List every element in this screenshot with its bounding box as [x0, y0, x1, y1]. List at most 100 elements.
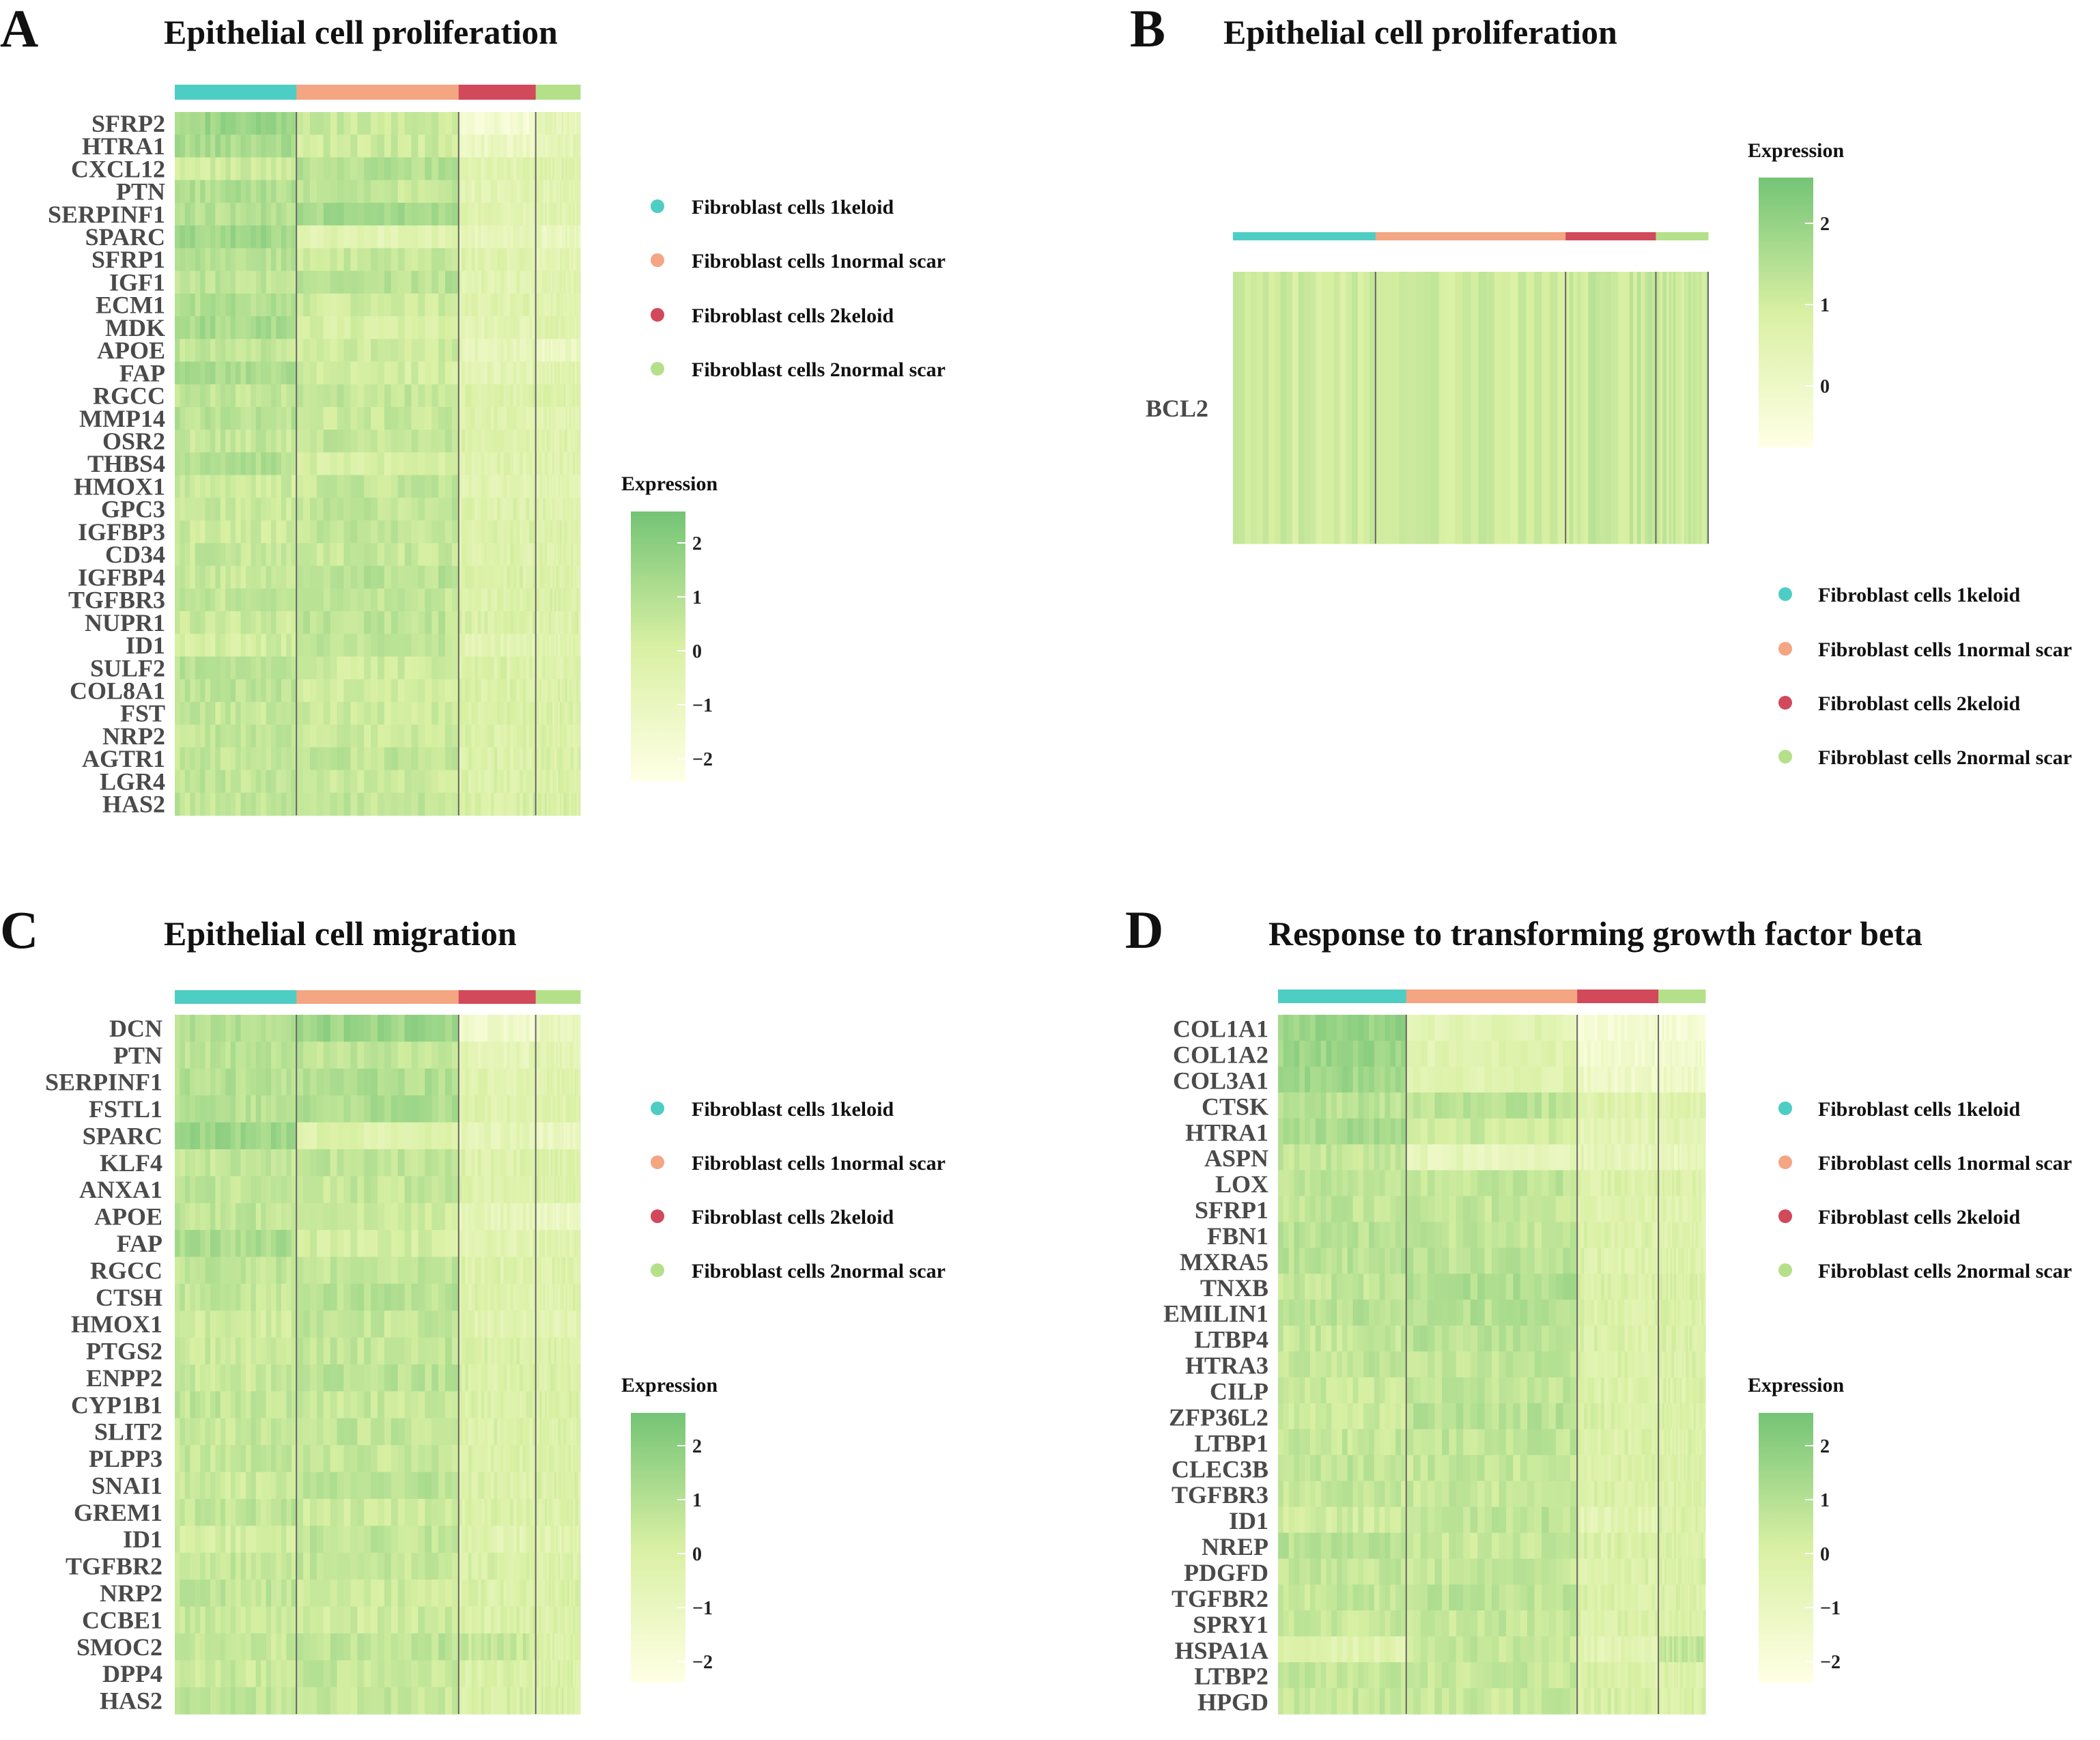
- heatmap-cell: [190, 1095, 196, 1123]
- heatmap-cell: [548, 1391, 552, 1419]
- heatmap-cell: [195, 1122, 201, 1150]
- heatmap-cell: [548, 588, 552, 612]
- heatmap-cell: [526, 1310, 530, 1338]
- heatmap-cell: [554, 1498, 557, 1526]
- heatmap-cell: [180, 1418, 186, 1446]
- heatmap-cell: [225, 202, 231, 226]
- heatmap-cell: [539, 157, 542, 181]
- heatmap-cell: [1688, 272, 1692, 544]
- heatmap-cell: [458, 1041, 463, 1069]
- heatmap-cell: [554, 701, 557, 725]
- heatmap-cell: [563, 588, 566, 612]
- heatmap-cell: [303, 1041, 311, 1069]
- heatmap-cell: [291, 701, 297, 725]
- heatmap-cell: [220, 1337, 226, 1365]
- heatmap-cell: [411, 543, 418, 567]
- heatmap-cell: [303, 180, 311, 204]
- heatmap-cell: [310, 656, 317, 680]
- heatmap-cell: [220, 792, 226, 816]
- heatmap-cell: [526, 497, 530, 521]
- heatmap-cell: [513, 1310, 517, 1338]
- heatmap-cell: [350, 135, 358, 158]
- colorbar-tick-label: 0: [1820, 376, 1830, 397]
- heatmap-cell: [184, 701, 190, 725]
- heatmap-cell: [547, 1364, 550, 1392]
- heatmap-cell: [558, 202, 561, 226]
- heatmap-cell: [220, 1257, 226, 1285]
- heatmap-cell: [180, 634, 186, 658]
- heatmap-cell: [357, 361, 365, 385]
- heatmap-cell: [445, 679, 453, 703]
- heatmap-cell: [556, 270, 558, 294]
- panel-title: Epithelial cell proliferation: [1223, 13, 1617, 51]
- heatmap-cell: [175, 656, 181, 680]
- heatmap-cell: [494, 679, 498, 703]
- heatmap-cell: [1322, 272, 1329, 544]
- heatmap-cell: [573, 543, 576, 567]
- heatmap-cell: [175, 293, 181, 317]
- heatmap-cell: [240, 1310, 246, 1338]
- heatmap-cell: [225, 1041, 231, 1069]
- heatmap-cell: [556, 406, 558, 430]
- heatmap-cell: [558, 316, 561, 339]
- heatmap-cell: [560, 497, 563, 521]
- heatmap-cell: [357, 384, 365, 408]
- heatmap-cell: [418, 1203, 425, 1231]
- heatmap-cell: [529, 270, 533, 294]
- heatmap-cell: [503, 1176, 507, 1204]
- heatmap-cell: [371, 361, 378, 385]
- heatmap-cell: [330, 339, 338, 363]
- heatmap-cell: [266, 157, 272, 181]
- heatmap-cell: [567, 497, 570, 521]
- heatmap-cell: [578, 225, 581, 249]
- heatmap-cell: [316, 520, 324, 544]
- heatmap-cell: [316, 1176, 324, 1204]
- heatmap-cell: [465, 588, 469, 612]
- heatmap-cell: [520, 361, 524, 385]
- heatmap-cell: [462, 112, 466, 135]
- gene-label: SULF2: [90, 654, 165, 682]
- heatmap-cell: [561, 1472, 565, 1500]
- heatmap-cell: [513, 1364, 517, 1392]
- heatmap-cell: [520, 225, 524, 249]
- heatmap-cell: [438, 497, 446, 521]
- heatmap-cell: [532, 1015, 537, 1042]
- heatmap-cell: [510, 497, 514, 521]
- heatmap-cell: [535, 293, 538, 317]
- heatmap-cell: [567, 180, 570, 204]
- heatmap-cell: [220, 1391, 226, 1419]
- legend-label: Fibroblast cells 1normal scar: [692, 250, 946, 272]
- heatmap-cell: [500, 520, 505, 544]
- heatmap-cell: [330, 1149, 338, 1177]
- heatmap-cell: [526, 701, 530, 725]
- heatmap-cell: [350, 543, 358, 567]
- heatmap-cell: [337, 725, 345, 748]
- heatmap-cell: [266, 202, 272, 226]
- heatmap-cell: [556, 316, 558, 339]
- heatmap-cell: [510, 316, 514, 339]
- heatmap-cell: [180, 679, 186, 703]
- heatmap-cell: [458, 1149, 463, 1177]
- heatmap-cell: [561, 406, 565, 430]
- heatmap-cell: [281, 475, 287, 499]
- heatmap-cell: [364, 270, 371, 294]
- heatmap-cell: [567, 1257, 570, 1285]
- heatmap-cell: [296, 316, 304, 339]
- heatmap-cell: [266, 543, 272, 567]
- heatmap-cell: [200, 1310, 206, 1338]
- heatmap-cell: [468, 406, 472, 430]
- heatmap-cell: [271, 1391, 277, 1419]
- heatmap-cell: [468, 452, 472, 476]
- heatmap-cell: [445, 1095, 453, 1123]
- heatmap-cell: [561, 202, 565, 226]
- heatmap-cell: [513, 135, 517, 158]
- heatmap-cell: [378, 1176, 385, 1204]
- heatmap-cell: [281, 1498, 287, 1526]
- heatmap-cell: [1664, 272, 1667, 544]
- heatmap-cell: [184, 339, 190, 363]
- gene-label: CD34: [105, 541, 165, 568]
- heatmap-cell: [507, 270, 511, 294]
- heatmap-cell: [1699, 272, 1703, 544]
- heatmap-cell: [478, 180, 482, 204]
- heatmap-cell: [578, 157, 581, 181]
